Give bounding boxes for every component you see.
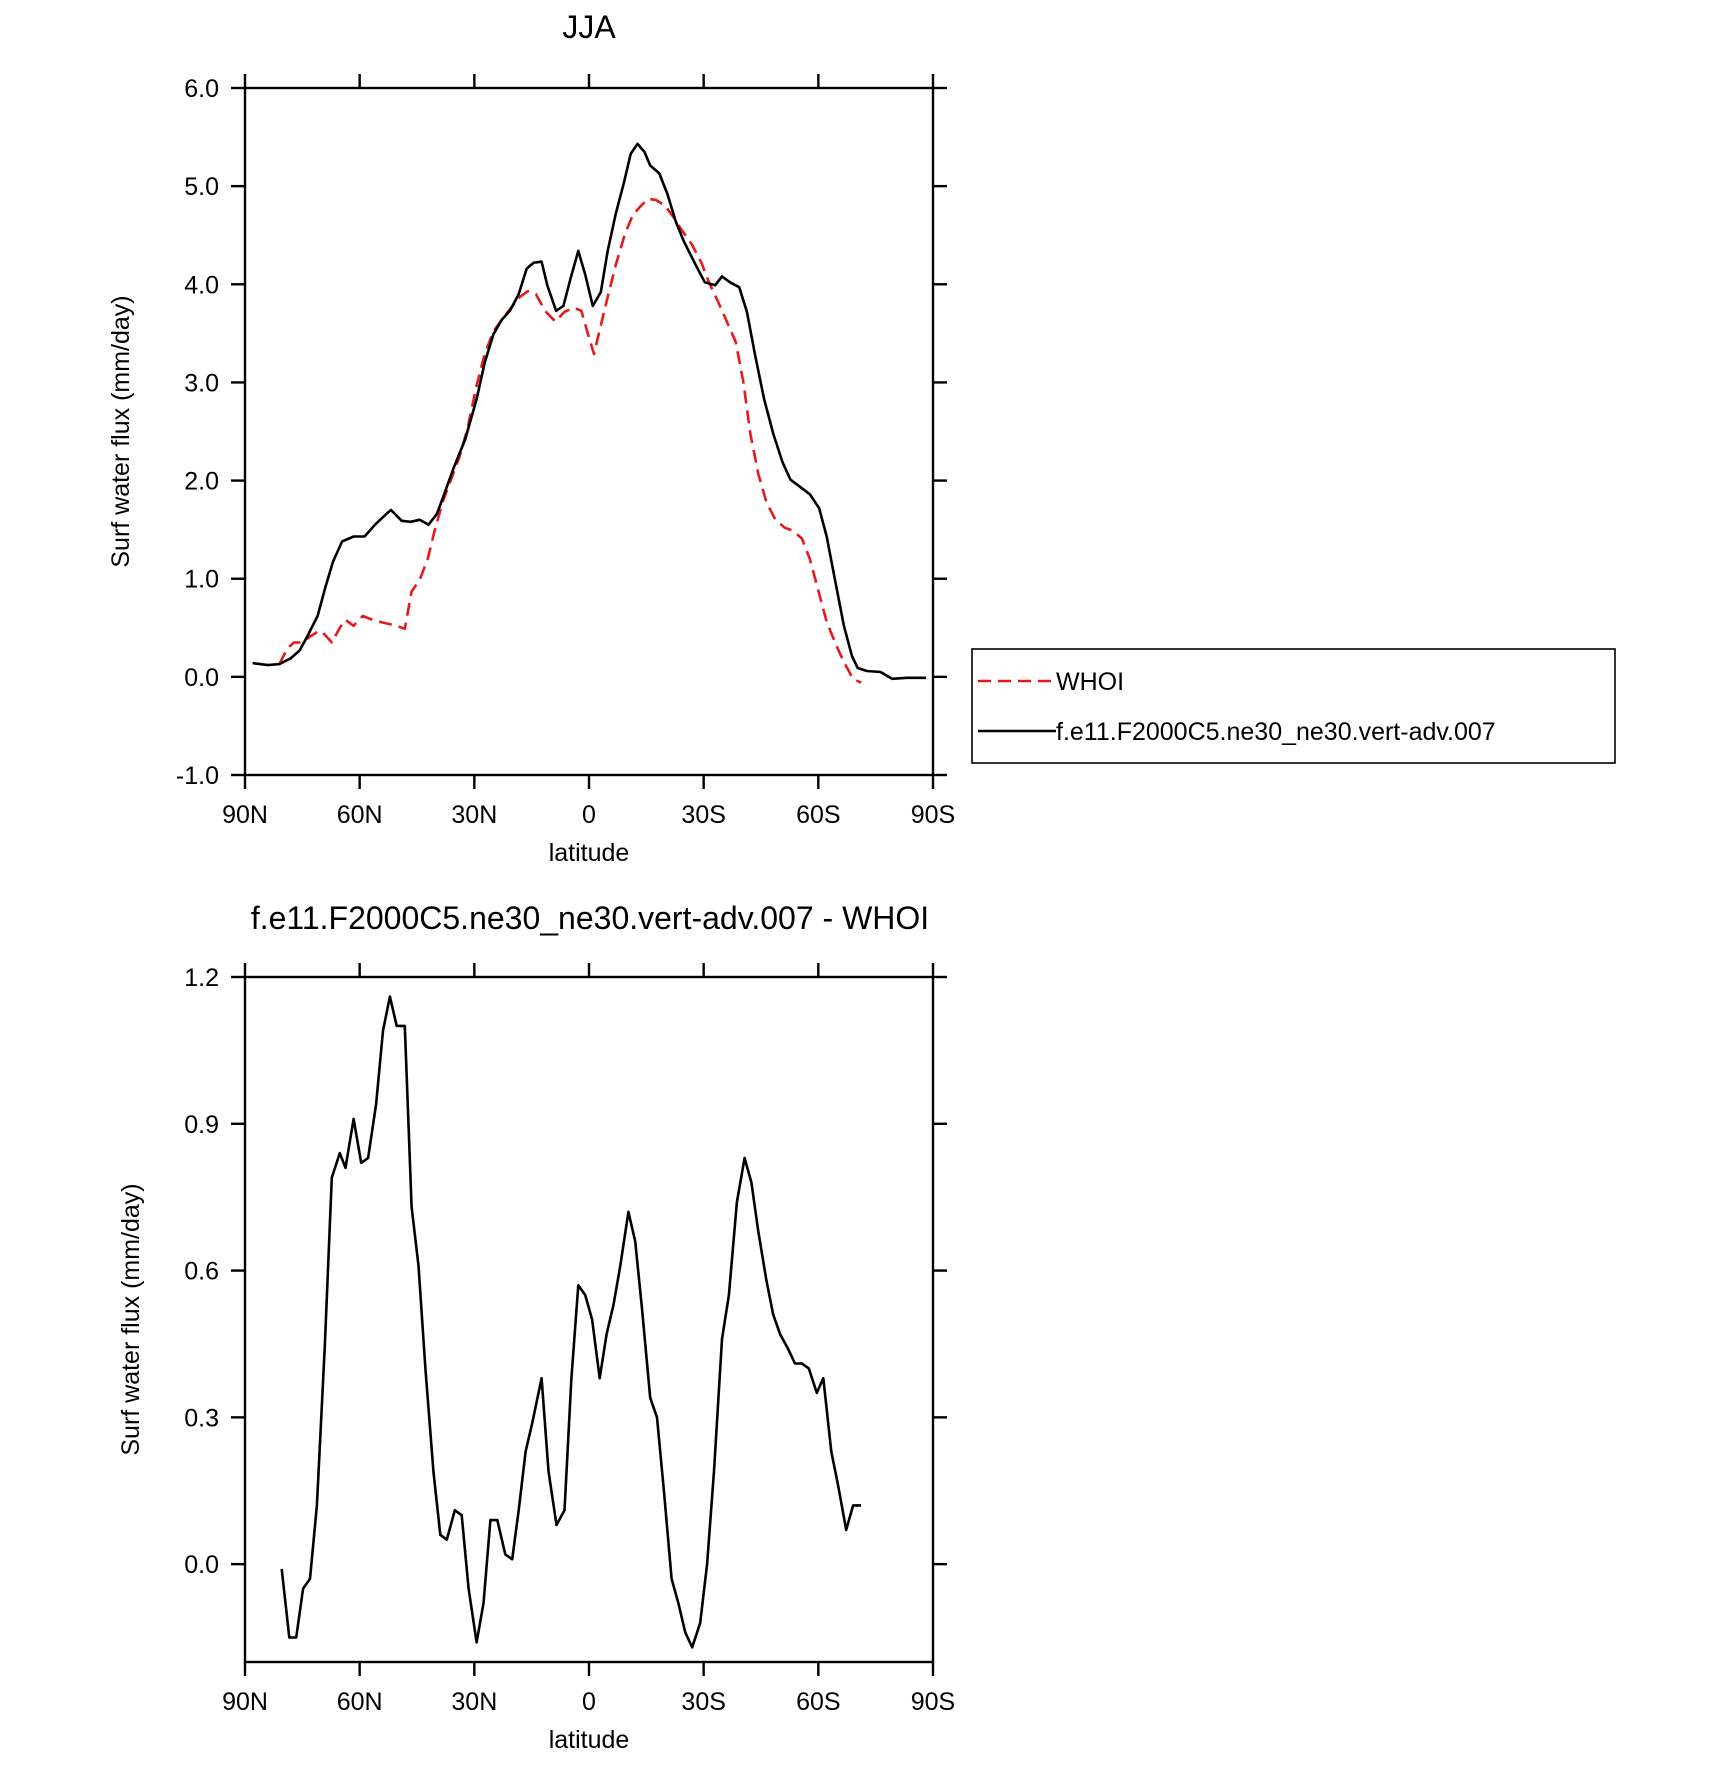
x-tick-label: 0 (582, 1688, 596, 1716)
y-tick-label: 5.0 (184, 173, 219, 201)
y-tick-label: 0.9 (184, 1111, 219, 1139)
y-tick-label: 4.0 (184, 271, 219, 299)
y-tick-label: 0.3 (184, 1404, 219, 1432)
x-tick-label: 60S (796, 801, 840, 829)
y-axis-label: Surf water flux (mm/day) (117, 1183, 145, 1455)
plot-frame (243, 975, 935, 1664)
y-axis-label: Surf water flux (mm/day) (107, 295, 135, 567)
y-tick-label: 1.2 (184, 964, 219, 992)
y-tick-label: 0.0 (184, 664, 219, 692)
x-axis-label: latitude (549, 1726, 630, 1754)
x-tick-label: 90S (911, 1688, 955, 1716)
data-line (280, 995, 862, 1649)
chart-title: JJA (562, 9, 616, 45)
plot-frame (243, 86, 935, 777)
x-tick-label: 90S (911, 801, 955, 829)
y-tick-label: 0.0 (184, 1551, 219, 1579)
x-tick-label: 60N (337, 801, 383, 829)
x-tick-label: 60N (337, 1688, 383, 1716)
y-tick-label: 1.0 (184, 566, 219, 594)
y-tick-label: 2.0 (184, 468, 219, 496)
x-tick-label: 30N (451, 1688, 497, 1716)
y-tick-label: 0.6 (184, 1258, 219, 1286)
x-tick-label: 30S (681, 801, 725, 829)
y-tick-label: -1.0 (176, 762, 219, 790)
x-tick-label: 30S (681, 1688, 725, 1716)
x-tick-label: 0 (582, 801, 596, 829)
y-tick-label: 3.0 (184, 369, 219, 397)
legend-label: WHOI (1056, 668, 1124, 696)
x-axis-label: latitude (549, 839, 630, 867)
x-tick-label: 90N (222, 801, 268, 829)
data-line (252, 142, 927, 681)
y-tick-label: 6.0 (184, 75, 219, 103)
x-tick-label: 30N (451, 801, 497, 829)
data-line (278, 197, 862, 684)
x-tick-label: 60S (796, 1688, 840, 1716)
legend-label: f.e11.F2000C5.ne30_ne30.vert-adv.007 (1056, 718, 1496, 746)
legend-box (971, 648, 1616, 764)
chart-title: f.e11.F2000C5.ne30_ne30.vert-adv.007 - W… (251, 900, 929, 936)
x-tick-label: 90N (222, 1688, 268, 1716)
